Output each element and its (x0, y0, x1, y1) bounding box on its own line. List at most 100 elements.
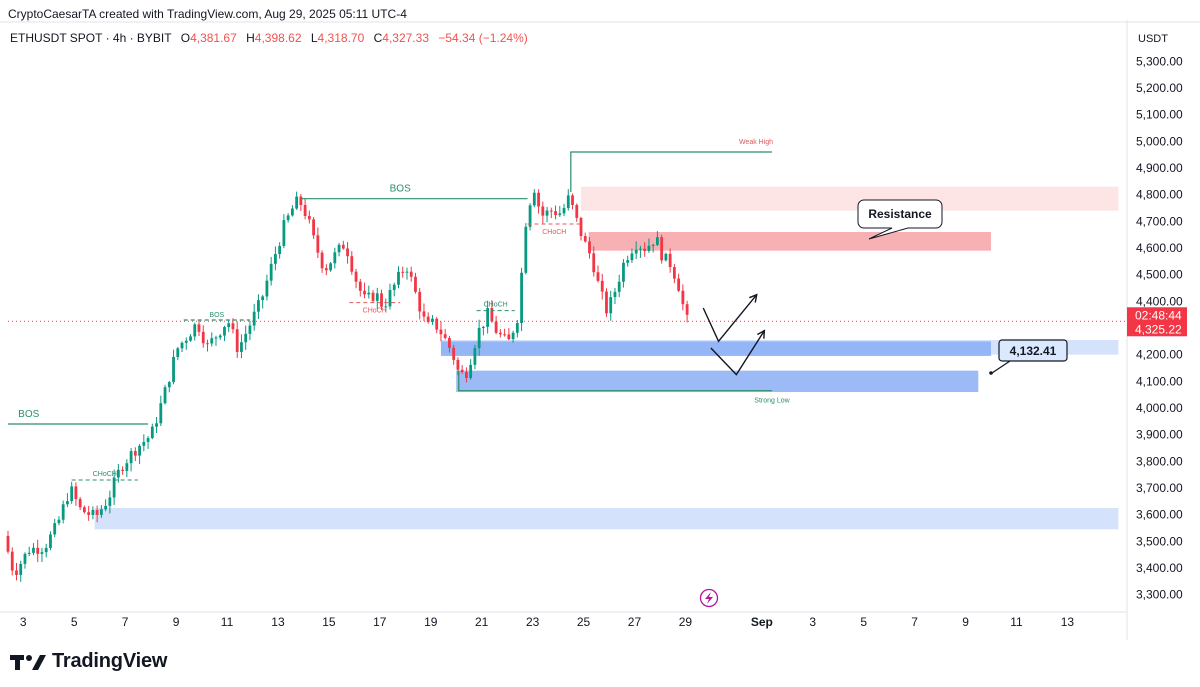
candle (507, 328, 511, 341)
candle (108, 490, 112, 514)
candle-body (316, 235, 320, 253)
projection-arrow-1-head (749, 293, 758, 303)
candle-body (341, 244, 345, 249)
candle-body (528, 205, 532, 227)
chart-credit: CryptoCaesarTA created with TradingView.… (8, 7, 407, 21)
candle-body (40, 552, 44, 554)
candle (380, 289, 383, 311)
candle (588, 237, 591, 259)
candle-body (324, 268, 328, 271)
candle (537, 189, 540, 214)
candle-body (129, 451, 133, 464)
candle (282, 214, 286, 249)
candle-body (257, 300, 260, 312)
tradingview-logo[interactable]: TradingView (10, 650, 167, 673)
candle-body (486, 308, 490, 327)
candle-body (278, 245, 282, 255)
candle-body (664, 253, 668, 261)
candle-body (460, 369, 464, 373)
candle-body (36, 547, 40, 554)
candle (630, 248, 634, 263)
candle-body (231, 323, 235, 330)
candle (656, 231, 659, 247)
candle (57, 516, 61, 526)
candle (409, 266, 413, 282)
candle (371, 290, 375, 303)
tradingview-logo-text: TradingView (52, 650, 168, 672)
candle-body (651, 244, 655, 246)
high-value: 4,398.62 (254, 31, 302, 45)
candle (354, 268, 358, 289)
candle-body (172, 357, 175, 383)
candle-body (532, 192, 536, 206)
candle-body (443, 334, 447, 339)
candle-body (125, 463, 129, 471)
low-label: L (310, 31, 318, 45)
price-tick-label: 5,000.00 (1136, 134, 1183, 148)
candle-body (681, 290, 685, 305)
candle (448, 335, 451, 353)
resistance-callout-box (857, 199, 943, 240)
candle-body (634, 249, 638, 254)
candle-body (566, 195, 570, 209)
candle (524, 223, 528, 275)
price-tick-label: 4,000.00 (1136, 401, 1183, 415)
candle-body (545, 210, 549, 216)
price-tick-label: 3,800.00 (1136, 454, 1183, 468)
resistance-callout-text: Resistance (868, 207, 932, 221)
candle (439, 321, 443, 342)
candle (163, 384, 167, 405)
candle-body (19, 563, 23, 575)
candle (571, 193, 574, 210)
last-price-label: 4,325.22 (1135, 322, 1182, 336)
candle (541, 201, 545, 224)
candle (138, 444, 141, 465)
candle-body (252, 311, 256, 326)
candle-body (312, 219, 316, 236)
candle (575, 203, 579, 222)
candle (613, 287, 617, 305)
candle-body (66, 501, 69, 505)
candle (579, 216, 583, 241)
close-value: 4,327.33 (382, 31, 429, 45)
candle-body (677, 278, 681, 291)
candle (677, 273, 681, 293)
time-tick-label: 7 (911, 615, 918, 629)
candle (422, 303, 426, 322)
candle-body (78, 499, 82, 508)
time-tick-label: 21 (475, 615, 489, 629)
candle-body (431, 318, 434, 322)
candle (643, 242, 647, 257)
candle-body (668, 253, 672, 268)
candle-body (609, 297, 613, 314)
time-tick-label: 19 (424, 615, 438, 629)
candle (223, 325, 226, 342)
candle-body (605, 291, 608, 314)
candle (592, 246, 596, 277)
candle (583, 232, 587, 243)
candle-body (452, 347, 456, 360)
candle-body (469, 364, 473, 378)
candle (443, 329, 447, 340)
strong-low-line (458, 370, 773, 392)
candle (290, 205, 294, 217)
candle-body (206, 343, 209, 345)
symbol-label[interactable]: ETHUSDT SPOT · 4h · BYBIT (10, 31, 172, 45)
candle (180, 341, 184, 353)
candle-body (354, 271, 358, 282)
candle-body (74, 486, 78, 500)
price-tick-label: 3,900.00 (1136, 428, 1183, 442)
candle (206, 339, 209, 352)
candle-body (214, 337, 218, 339)
candle-body (350, 256, 354, 272)
candle (405, 267, 409, 280)
candle-body (167, 382, 171, 388)
candle (520, 267, 523, 332)
candle (189, 334, 192, 342)
candle-body (235, 329, 239, 352)
flash-icon[interactable] (699, 588, 719, 608)
candle (121, 466, 125, 475)
candle-body (227, 323, 231, 328)
time-tick-label: 5 (71, 615, 78, 629)
